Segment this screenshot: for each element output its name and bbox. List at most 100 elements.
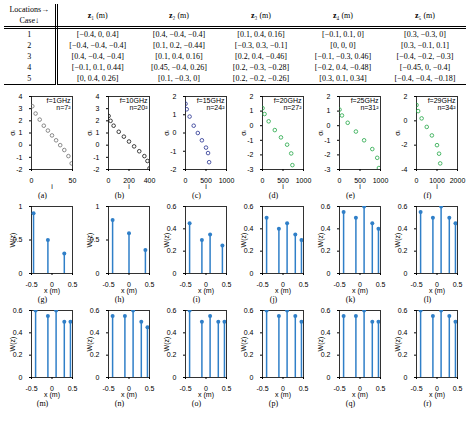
- svg-text:0.5: 0.5: [453, 281, 463, 288]
- svg-text:0.4: 0.4: [13, 329, 23, 336]
- svg-text:f=29GHzn=34²: f=29GHzn=34²: [428, 97, 456, 111]
- svg-text:-0.5: -0.5: [102, 385, 114, 392]
- svg-text:-2: -2: [401, 141, 407, 148]
- svg-text:0: 0: [327, 122, 331, 129]
- svg-text:0.2: 0.2: [321, 351, 331, 358]
- svg-text:1000: 1000: [373, 177, 389, 184]
- svg-text:0.4: 0.4: [244, 225, 254, 232]
- svg-text:f=1GHzn=7²: f=1GHzn=7²: [47, 97, 72, 111]
- svg-text:x (m): x (m): [121, 287, 137, 295]
- svg-text:1000: 1000: [296, 177, 312, 184]
- svg-text:0: 0: [415, 177, 419, 184]
- svg-text:x (m): x (m): [352, 287, 368, 295]
- svg-text:1: 1: [250, 107, 254, 114]
- svg-text:400: 400: [144, 177, 156, 184]
- svg-text:0.6: 0.6: [244, 307, 254, 314]
- svg-text:0.2: 0.2: [167, 247, 177, 254]
- svg-text:0.5: 0.5: [68, 385, 78, 392]
- svg-text:0.4: 0.4: [398, 225, 408, 232]
- svg-text:0: 0: [250, 374, 254, 381]
- svg-text:x (m): x (m): [121, 391, 137, 399]
- svg-text:W(z): W(z): [9, 337, 17, 352]
- svg-text:0: 0: [107, 177, 111, 184]
- svg-text:-3: -3: [247, 166, 253, 173]
- svg-text:2: 2: [404, 93, 408, 100]
- svg-text:i: i: [282, 183, 284, 190]
- svg-text:0.2: 0.2: [167, 351, 177, 358]
- svg-text:-4: -4: [401, 166, 407, 173]
- svg-text:-0.5: -0.5: [256, 385, 268, 392]
- svg-text:-1: -1: [16, 154, 22, 161]
- svg-text:i: i: [359, 183, 361, 190]
- svg-text:0.6: 0.6: [398, 203, 408, 210]
- svg-text:-0.5: -0.5: [25, 281, 37, 288]
- svg-text:W(z): W(z): [86, 233, 94, 248]
- svg-text:0.6: 0.6: [321, 203, 331, 210]
- svg-text:0.5: 0.5: [376, 385, 386, 392]
- svg-text:x (m): x (m): [275, 287, 291, 295]
- svg-text:f=25GHzn=31²: f=25GHzn=31²: [351, 97, 379, 111]
- svg-text:W(z): W(z): [9, 233, 17, 248]
- svg-text:2: 2: [250, 93, 254, 100]
- svg-text:0.2: 0.2: [13, 351, 23, 358]
- svg-text:0.4: 0.4: [321, 225, 331, 232]
- svg-text:0: 0: [96, 374, 100, 381]
- svg-text:0.2: 0.2: [398, 351, 408, 358]
- svg-text:0.5: 0.5: [376, 281, 386, 288]
- svg-text:-0.5: -0.5: [256, 281, 268, 288]
- svg-text:x (m): x (m): [198, 391, 214, 399]
- svg-text:1: 1: [327, 107, 331, 114]
- svg-text:0.6: 0.6: [244, 203, 254, 210]
- svg-text:i: i: [436, 183, 438, 190]
- svg-text:0: 0: [250, 270, 254, 277]
- svg-text:0.4: 0.4: [244, 329, 254, 336]
- svg-text:0: 0: [19, 141, 23, 148]
- svg-text:0.5: 0.5: [145, 385, 155, 392]
- svg-text:f=15GHzn=24²: f=15GHzn=24²: [197, 97, 225, 111]
- svg-text:-0.5: -0.5: [179, 385, 191, 392]
- svg-text:f=20GHzn=27²: f=20GHzn=27²: [274, 97, 302, 111]
- svg-text:W(z): W(z): [163, 337, 171, 352]
- svg-text:0: 0: [184, 177, 188, 184]
- svg-text:-1: -1: [324, 137, 330, 144]
- svg-text:0.2: 0.2: [244, 351, 254, 358]
- svg-text:-2: -2: [324, 151, 330, 158]
- svg-text:0.4: 0.4: [321, 329, 331, 336]
- svg-text:-0.5: -0.5: [179, 281, 191, 288]
- svg-text:4: 4: [19, 93, 23, 100]
- svg-text:0.5: 0.5: [299, 385, 309, 392]
- svg-text:σᵢ: σᵢ: [163, 130, 170, 135]
- svg-text:0: 0: [404, 270, 408, 277]
- svg-text:W(z): W(z): [86, 337, 94, 352]
- svg-text:-1: -1: [247, 137, 253, 144]
- svg-text:0: 0: [327, 374, 331, 381]
- svg-text:x (m): x (m): [352, 391, 368, 399]
- svg-text:-2: -2: [93, 166, 99, 173]
- svg-text:x (m): x (m): [44, 391, 60, 399]
- svg-text:-0.5: -0.5: [102, 281, 114, 288]
- svg-text:σᵢ: σᵢ: [394, 130, 401, 135]
- svg-text:-2: -2: [170, 166, 176, 173]
- svg-text:1: 1: [96, 129, 100, 136]
- svg-text:σᵢ: σᵢ: [317, 130, 324, 135]
- svg-text:50: 50: [69, 177, 77, 184]
- svg-text:3: 3: [19, 105, 23, 112]
- svg-text:0.4: 0.4: [167, 225, 177, 232]
- svg-text:-0.5: -0.5: [25, 385, 37, 392]
- svg-text:i: i: [205, 183, 207, 190]
- svg-text:W(z): W(z): [394, 337, 402, 352]
- svg-text:0.6: 0.6: [398, 307, 408, 314]
- svg-text:0: 0: [250, 122, 254, 129]
- svg-text:x (m): x (m): [44, 287, 60, 295]
- svg-text:x (m): x (m): [429, 287, 445, 295]
- svg-text:0.2: 0.2: [244, 247, 254, 254]
- svg-text:0: 0: [173, 270, 177, 277]
- svg-text:0.4: 0.4: [167, 329, 177, 336]
- svg-text:σᵢ: σᵢ: [86, 130, 93, 135]
- svg-text:0: 0: [19, 270, 23, 277]
- svg-text:W(z): W(z): [163, 233, 171, 248]
- svg-text:4: 4: [96, 93, 100, 100]
- svg-text:-1: -1: [170, 147, 176, 154]
- svg-text:0.6: 0.6: [321, 307, 331, 314]
- svg-text:0.5: 0.5: [299, 281, 309, 288]
